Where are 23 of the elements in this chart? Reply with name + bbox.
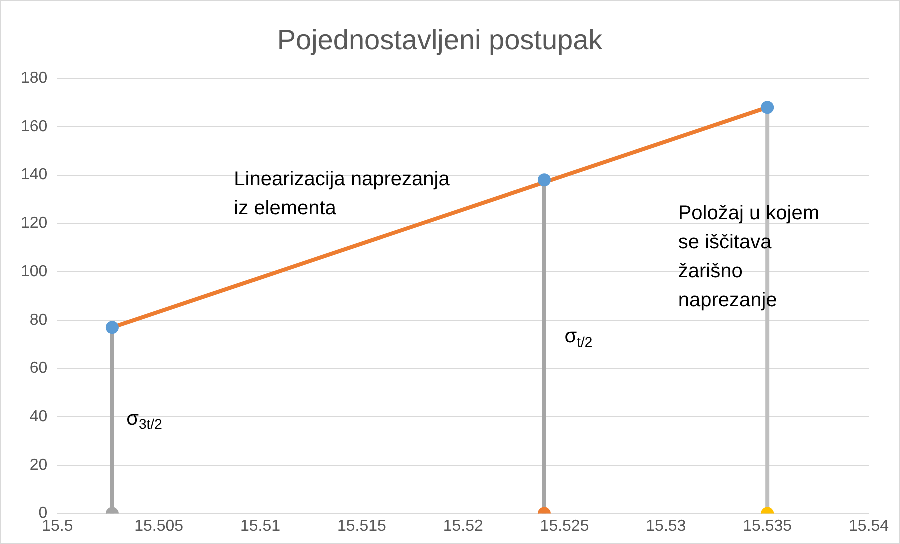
x-tick-label: 15.525 <box>540 518 590 535</box>
x-tick-label: 15.515 <box>337 518 387 535</box>
x-tick-label: 15.535 <box>743 518 792 535</box>
x-tick-label: 15.54 <box>848 518 890 535</box>
x-tick-label: 15.51 <box>240 518 281 535</box>
x-tick-label: 15.53 <box>646 518 686 535</box>
y-tick-label: 100 <box>20 263 48 280</box>
annotation: Položaj u kojem se iščitava žarišno naprezanje <box>678 202 820 312</box>
y-tick-label: 180 <box>20 70 48 88</box>
y-tick-label: 20 <box>30 456 48 474</box>
y-tick-label: 40 <box>30 408 48 426</box>
point <box>538 174 551 187</box>
x-tick-label: 15.5 <box>42 518 74 535</box>
point <box>761 101 774 114</box>
x-tick-label: 15.505 <box>134 518 184 535</box>
y-tick-label: 120 <box>20 215 48 232</box>
annotation: Linearizacija naprezanja iz elementa <box>234 168 451 220</box>
chart-title: Pojednostavljeni postupak <box>277 24 604 56</box>
x-tick-label: 15.52 <box>443 518 484 535</box>
y-tick-label: 140 <box>20 166 48 184</box>
y-tick-label: 60 <box>30 360 48 378</box>
y-tick-label: 80 <box>30 312 48 329</box>
y-tick-label: 160 <box>20 118 48 136</box>
